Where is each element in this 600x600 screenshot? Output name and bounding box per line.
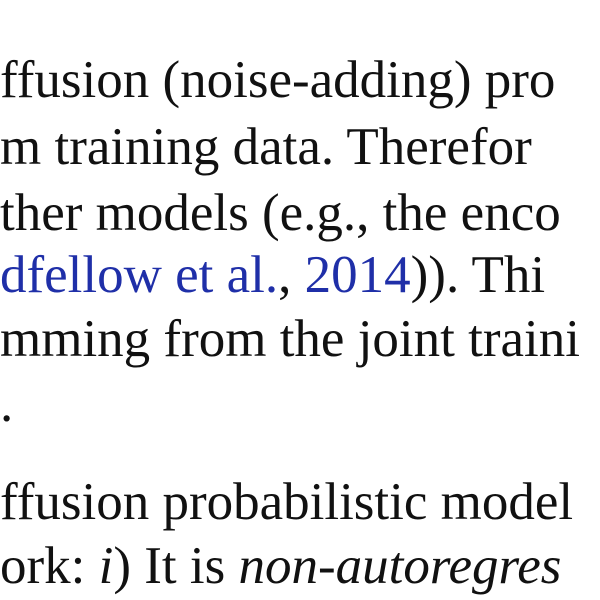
paragraph-line-1: ffusion (noise-adding) pro	[0, 51, 556, 109]
citation-link-year[interactable]: 2014	[304, 246, 411, 304]
paragraph-line-5: mming from the joint traini	[0, 310, 580, 368]
paragraph-2-line-1: ffusion probabilistic model	[0, 473, 574, 531]
paragraph-line-4: dfellow et al., 2014)). Thi	[0, 249, 545, 302]
paragraph-line-3: ther models (e.g., the enco	[0, 184, 561, 242]
paragraph-line-2: m training data. Therefor	[0, 118, 532, 176]
line-4-rest: )). Thi	[410, 246, 546, 304]
enumeration-marker: i	[98, 537, 114, 595]
citation-link-author[interactable]: dfellow et al.	[0, 246, 279, 304]
citation-separator: ,	[278, 246, 305, 304]
paragraph-2-line-2: ork: i) It is non-autoregres	[0, 540, 561, 593]
italic-term: non-autoregres	[238, 537, 562, 595]
line-8-start: ork:	[0, 537, 99, 595]
line-8-middle: ) It is	[113, 537, 239, 595]
paragraph-line-6: .	[0, 375, 14, 433]
